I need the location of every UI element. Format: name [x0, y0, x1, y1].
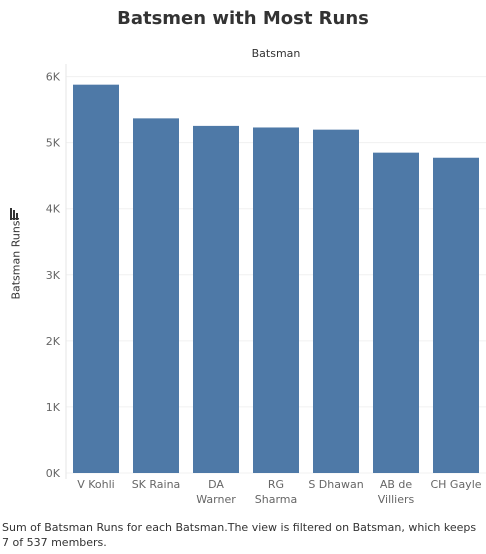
bar[interactable] — [73, 85, 119, 473]
bar[interactable] — [193, 126, 239, 473]
y-tick-label: 1K — [46, 401, 61, 414]
x-tick-label: SK Raina — [132, 478, 181, 491]
x-tick-label: AB de Villiers — [378, 478, 415, 506]
y-tick-label: 6K — [46, 71, 61, 84]
bar[interactable] — [433, 158, 479, 473]
x-tick-label: V Kohli — [77, 478, 115, 491]
x-tick-label: CH Gayle — [430, 478, 481, 491]
bar[interactable] — [373, 153, 419, 473]
bar[interactable] — [253, 127, 299, 473]
y-tick-label: 3K — [46, 269, 61, 282]
bar[interactable] — [313, 130, 359, 473]
bar[interactable] — [133, 118, 179, 473]
y-tick-label: 0K — [46, 467, 61, 480]
y-tick-label: 5K — [46, 137, 61, 150]
y-tick-label: 4K — [46, 203, 61, 216]
y-tick-label: 2K — [46, 335, 61, 348]
x-tick-label: S Dhawan — [308, 478, 363, 491]
x-tick-label: DA Warner — [196, 478, 236, 506]
x-tick-label: RG Sharma — [255, 478, 297, 506]
chart-footnote: Sum of Batsman Runs for each Batsman.The… — [2, 520, 484, 550]
